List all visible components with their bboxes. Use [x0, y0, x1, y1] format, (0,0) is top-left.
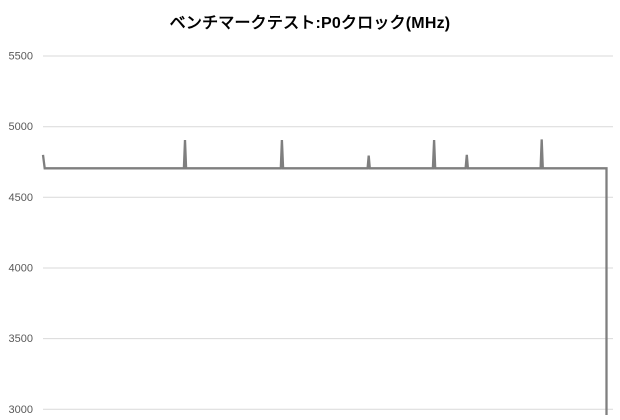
y-axis-tick-label: 4500 [9, 192, 33, 204]
y-axis-tick-label: 5000 [9, 121, 33, 133]
y-axis-tick-label: 5500 [9, 51, 33, 63]
series-line-p0-clock [41, 139, 608, 415]
chart-title: ベンチマークテスト:P0クロック(MHz) [169, 15, 451, 32]
y-axis-tick-label: 4000 [9, 263, 33, 275]
y-axis-tick-label: 3000 [9, 404, 33, 416]
y-axis-tick-label: 3500 [9, 333, 33, 345]
